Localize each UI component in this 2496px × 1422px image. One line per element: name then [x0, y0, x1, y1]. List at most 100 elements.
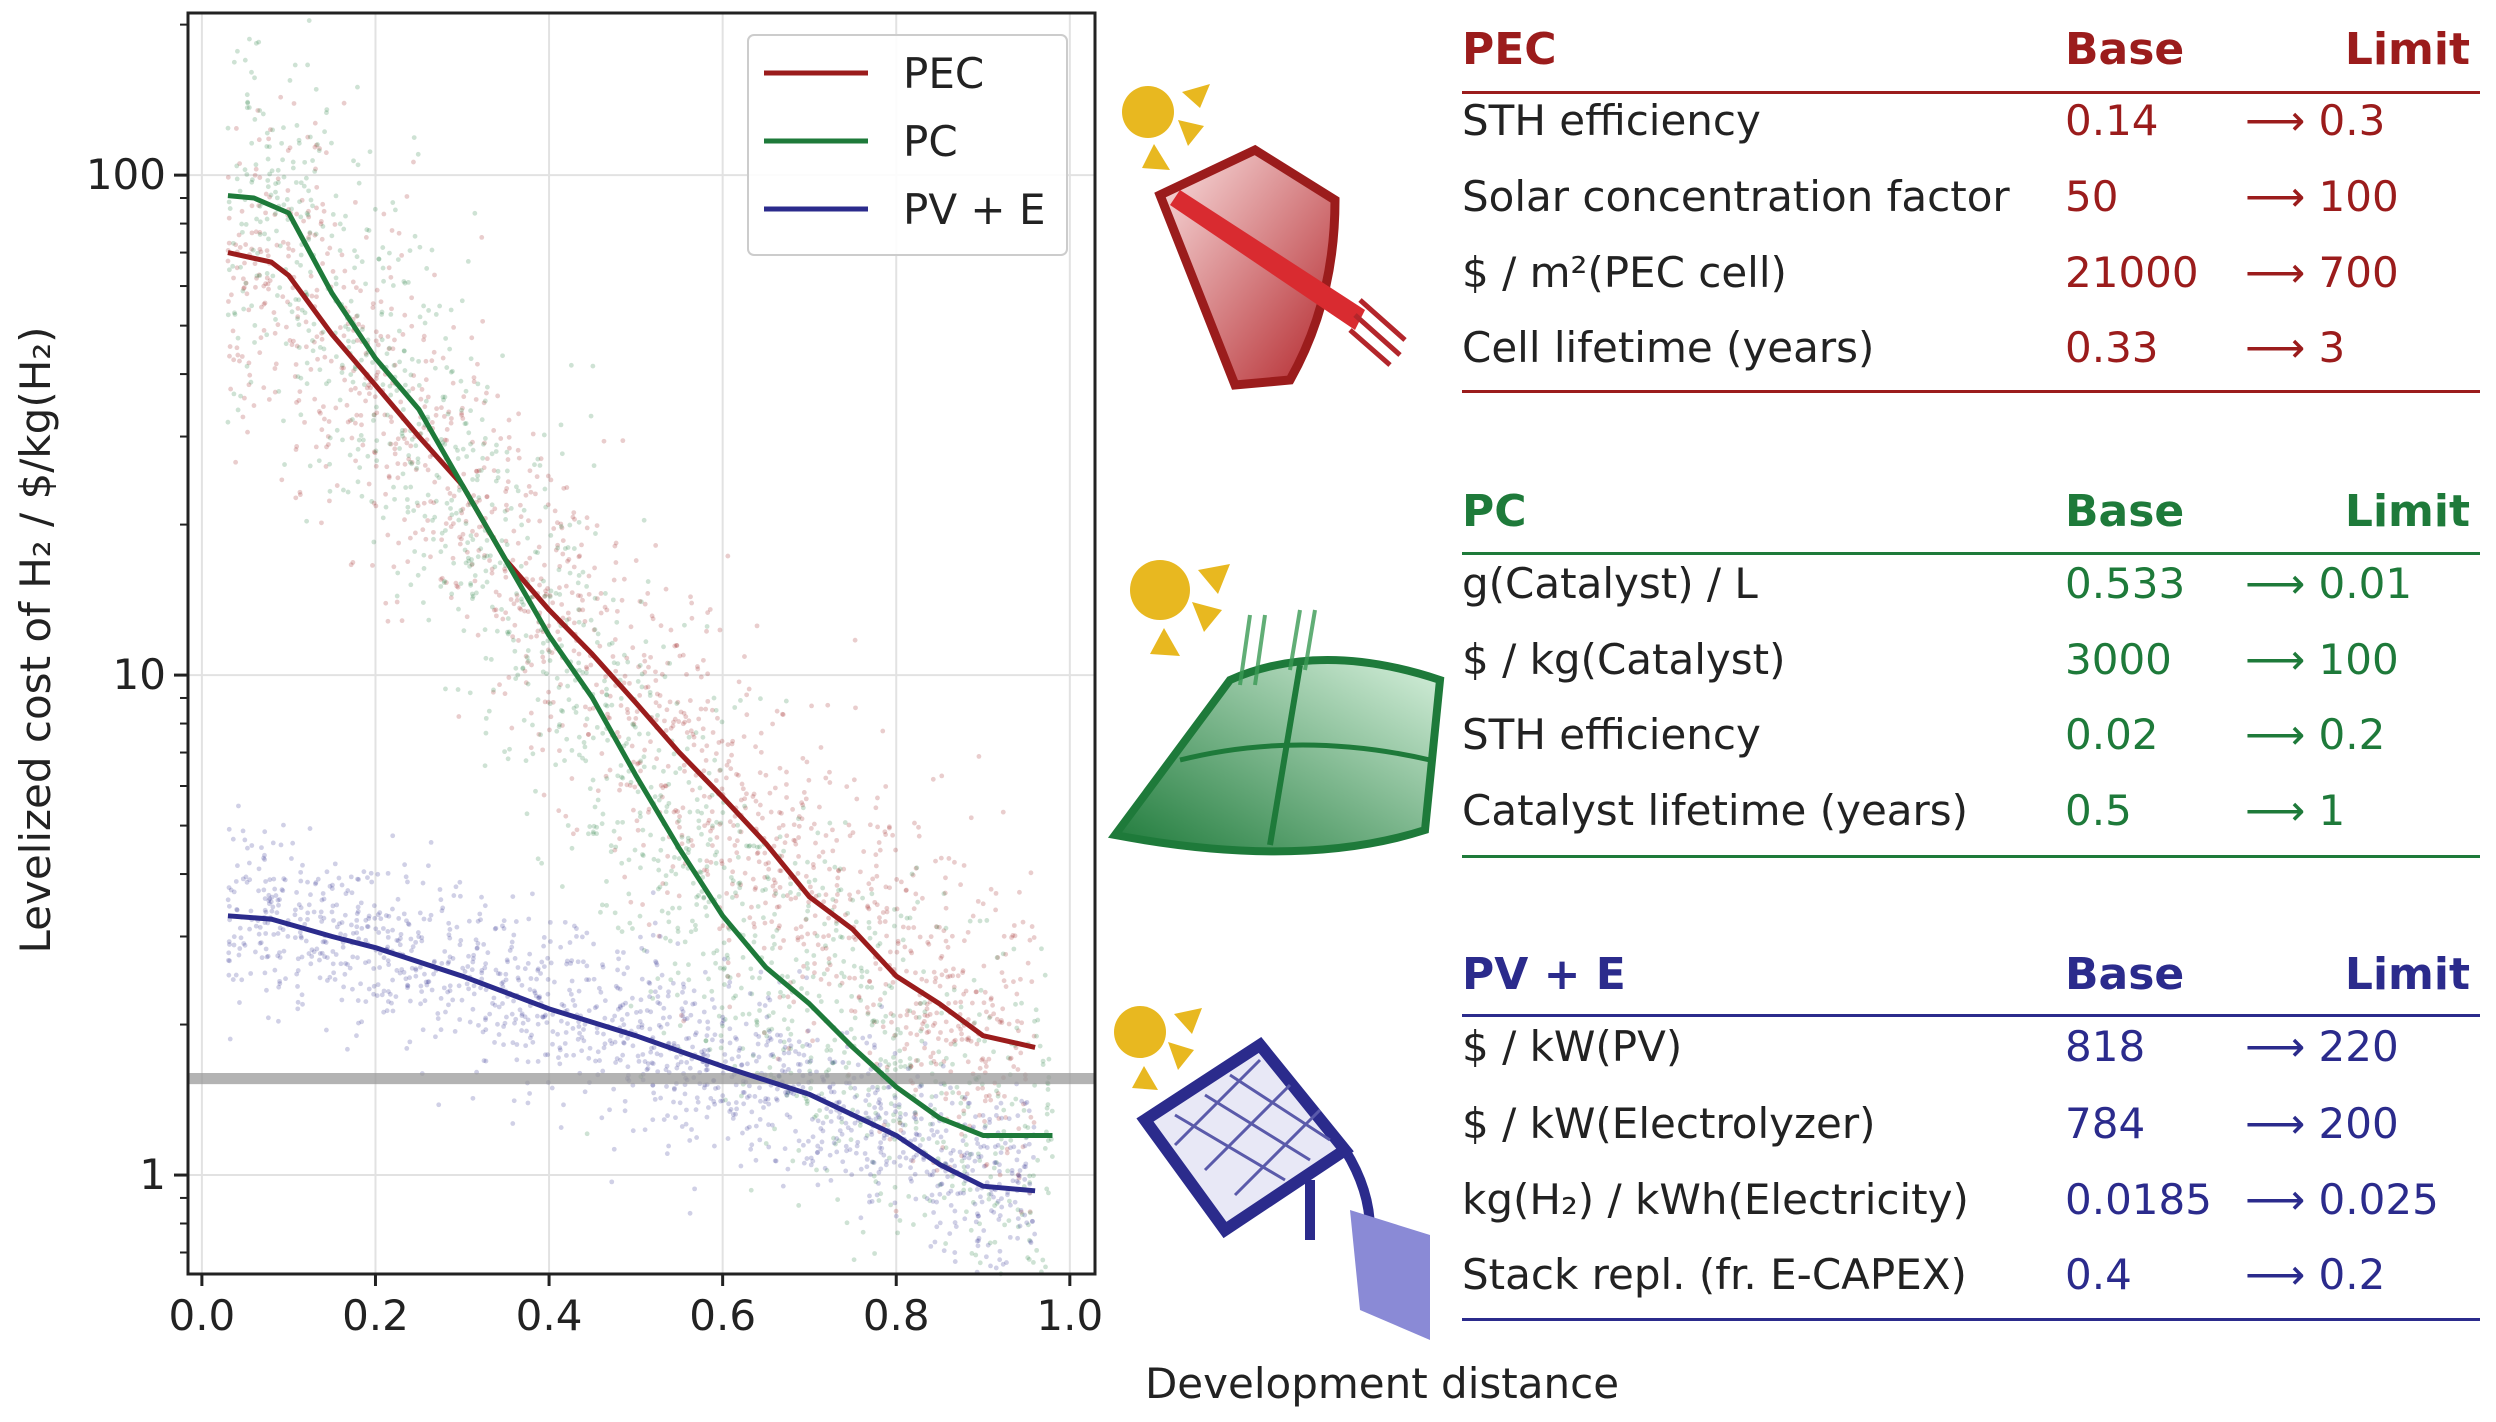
scatter-point	[294, 890, 299, 895]
scatter-point	[874, 1192, 880, 1198]
scatter-point	[646, 806, 652, 812]
scatter-point	[788, 1046, 794, 1052]
scatter-point	[607, 715, 612, 721]
scatter-point	[419, 989, 425, 994]
scatter-point	[484, 579, 490, 585]
scatter-point	[329, 140, 334, 146]
scatter-point	[707, 794, 713, 800]
scatter-point	[470, 537, 476, 543]
scatter-point	[319, 236, 325, 242]
scatter-point	[360, 437, 366, 443]
scatter-point	[478, 546, 484, 552]
scatter-point	[566, 697, 572, 703]
scatter-point	[941, 1059, 947, 1064]
scatter-point	[438, 405, 444, 411]
scatter-point	[441, 985, 447, 991]
scatter-point	[366, 481, 372, 487]
scatter-point	[570, 514, 576, 520]
scatter-point	[711, 695, 717, 701]
scatter-point	[778, 868, 784, 874]
scatter-point	[542, 1052, 548, 1058]
scatter-point	[793, 841, 799, 847]
scatter-point	[571, 1052, 577, 1058]
scatter-point	[421, 566, 427, 571]
scatter-point	[393, 994, 399, 999]
scatter-point	[518, 514, 524, 520]
scatter-point	[568, 362, 574, 368]
scatter-point	[961, 1111, 967, 1117]
scatter-point	[650, 616, 656, 622]
scatter-point	[710, 843, 715, 848]
scatter-point	[904, 1041, 910, 1047]
scatter-point	[255, 250, 260, 256]
scatter-point	[580, 669, 586, 675]
scatter-point	[541, 792, 547, 798]
scatter-point	[451, 560, 457, 566]
scatter-point	[867, 1033, 873, 1039]
scatter-point	[699, 831, 704, 837]
scatter-point	[661, 1005, 667, 1011]
scatter-point	[1021, 1101, 1026, 1107]
scatter-point	[243, 280, 249, 286]
scatter-point	[451, 493, 457, 499]
scatter-point	[267, 171, 273, 177]
scatter-point	[943, 1096, 949, 1102]
scatter-point	[791, 979, 796, 985]
scatter-point	[482, 436, 488, 441]
scatter-point	[638, 758, 644, 764]
scatter-point	[1015, 1113, 1021, 1119]
scatter-point	[484, 494, 490, 500]
scatter-point	[812, 1114, 817, 1120]
scatter-point	[905, 1066, 911, 1072]
scatter-point	[766, 990, 772, 996]
scatter-point	[356, 180, 362, 186]
scatter-point	[867, 935, 873, 941]
scatter-point	[277, 925, 283, 931]
scatter-point	[400, 332, 406, 337]
scatter-point	[620, 1002, 626, 1008]
scatter-point	[680, 989, 685, 995]
scatter-point	[559, 884, 565, 889]
scatter-point	[828, 1177, 834, 1183]
scatter-point	[600, 730, 606, 736]
parameter-label: STH efficiency	[1462, 96, 1761, 145]
scatter-point	[912, 820, 917, 826]
scatter-point	[730, 878, 736, 884]
scatter-point	[420, 1027, 426, 1033]
scatter-point	[653, 960, 659, 966]
scatter-point	[636, 1024, 641, 1030]
scatter-point	[814, 1150, 820, 1156]
scatter-point	[709, 825, 715, 831]
scatter-point	[237, 1000, 242, 1005]
scatter-point	[757, 802, 763, 808]
scatter-point	[231, 934, 237, 940]
scatter-point	[621, 950, 626, 955]
scatter-point	[262, 852, 267, 858]
scatter-point	[902, 1046, 908, 1052]
scatter-point	[948, 1069, 954, 1075]
scatter-point	[359, 422, 364, 428]
scatter-point	[643, 685, 649, 690]
scatter-point	[284, 197, 290, 202]
scatter-point	[1021, 1107, 1027, 1113]
scatter-point	[908, 1063, 914, 1069]
scatter-point	[912, 1137, 918, 1142]
scatter-point	[600, 811, 606, 817]
scatter-point	[598, 591, 604, 596]
scatter-point	[672, 716, 678, 722]
scatter-point	[348, 418, 353, 423]
scatter-point	[640, 853, 646, 858]
scatter-point	[911, 1114, 917, 1120]
scatter-point	[695, 664, 700, 669]
scatter-point	[701, 1052, 707, 1058]
scatter-point	[616, 734, 622, 740]
scatter-point	[490, 1000, 495, 1006]
scatter-point	[864, 969, 870, 975]
scatter-point	[704, 864, 710, 870]
scatter-point	[703, 804, 709, 809]
scatter-point	[557, 1045, 563, 1051]
scatter-point	[913, 1112, 919, 1117]
scatter-point	[781, 1063, 787, 1068]
scatter-point	[280, 927, 286, 933]
scatter-point	[781, 1047, 786, 1053]
